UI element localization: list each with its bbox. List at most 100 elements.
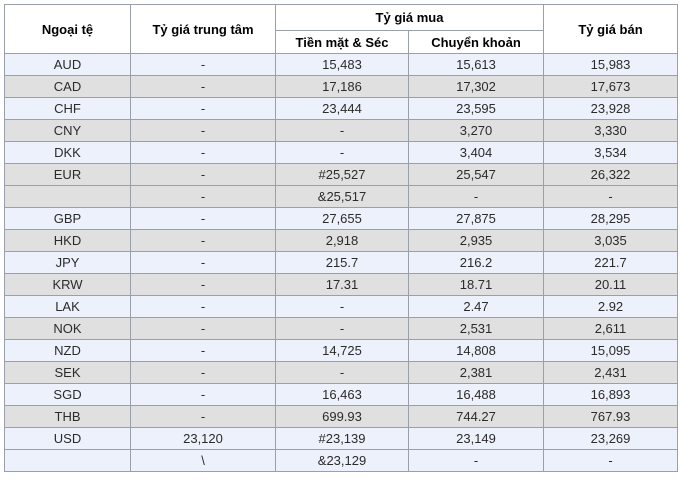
cell-currency: SGD <box>4 383 131 406</box>
cell-buy-cash: 17,186 <box>275 75 409 98</box>
cell-currency: NOK <box>4 317 131 340</box>
table-row: CAD -17,186 17,302 17,673 <box>4 75 679 98</box>
cell-buy-transfer: 744.27 <box>407 405 545 428</box>
cell-sell-rate: 3,330 <box>543 119 679 142</box>
cell-buy-cash: - <box>275 361 409 384</box>
cell-sell-rate: 15,095 <box>543 339 679 362</box>
cell-buy-cash: 15,483 <box>275 53 409 76</box>
table-header: Ngoại tệ Tỷ giá trung tâm Tỷ giá mua Tỷ … <box>4 4 679 54</box>
cell-buy-transfer: 25,547 <box>407 163 545 186</box>
cell-buy-cash: &25,517 <box>275 185 409 208</box>
cell-central-rate: - <box>130 295 276 318</box>
cell-currency <box>4 185 131 208</box>
cell-central-rate: - <box>130 163 276 186</box>
table-row: THB -699.93 744.27 767.93 <box>4 405 679 428</box>
cell-buy-transfer: 14,808 <box>407 339 545 362</box>
cell-buy-transfer: 2,935 <box>407 229 545 252</box>
cell-central-rate: - <box>130 75 276 98</box>
cell-buy-transfer: 27,875 <box>407 207 545 230</box>
cell-buy-transfer: 23,595 <box>407 97 545 120</box>
cell-sell-rate: 3,534 <box>543 141 679 164</box>
cell-central-rate: - <box>130 361 276 384</box>
cell-central-rate: - <box>130 53 276 76</box>
table-row: \ &23,129- - <box>4 449 679 472</box>
cell-central-rate: - <box>130 207 276 230</box>
cell-currency: KRW <box>4 273 131 296</box>
cell-currency: CAD <box>4 75 131 98</box>
cell-central-rate: - <box>130 383 276 406</box>
cell-currency: USD <box>4 427 131 450</box>
cell-buy-cash: - <box>275 119 409 142</box>
cell-sell-rate: 2,611 <box>543 317 679 340</box>
cell-central-rate: - <box>130 273 276 296</box>
cell-sell-rate: - <box>543 185 679 208</box>
table-row: EUR - #25,527 25,547 26,322 <box>4 163 679 186</box>
cell-central-rate: - <box>130 339 276 362</box>
cell-currency: GBP <box>4 207 131 230</box>
cell-central-rate: - <box>130 229 276 252</box>
cell-buy-transfer: 15,613 <box>407 53 545 76</box>
cell-central-rate: - <box>130 119 276 142</box>
cell-sell-rate: 23,928 <box>543 97 679 120</box>
cell-buy-transfer: 2,531 <box>407 317 545 340</box>
cell-sell-rate: 2.92 <box>543 295 679 318</box>
table-row: NZD -14,725 14,808 15,095 <box>4 339 679 362</box>
cell-buy-transfer: 16,488 <box>407 383 545 406</box>
cell-central-rate: - <box>130 405 276 428</box>
table-row: NOK - -2,531 2,611 <box>4 317 679 340</box>
cell-sell-rate: 15,983 <box>543 53 679 76</box>
cell-currency: CHF <box>4 97 131 120</box>
table-row: - &25,517- - <box>4 185 679 208</box>
cell-buy-cash: #25,527 <box>275 163 409 186</box>
cell-sell-rate: 17,673 <box>543 75 679 98</box>
cell-buy-transfer: 23,149 <box>407 427 545 450</box>
table-row: DKK - -3,404 3,534 <box>4 141 679 164</box>
cell-buy-cash: 23,444 <box>275 97 409 120</box>
cell-sell-rate: 26,322 <box>543 163 679 186</box>
table-row: HKD -2,918 2,935 3,035 <box>4 229 679 252</box>
cell-sell-rate: 3,035 <box>543 229 679 252</box>
table-row: SEK - -2,381 2,431 <box>4 361 679 384</box>
cell-currency: LAK <box>4 295 131 318</box>
cell-sell-rate: 20.11 <box>543 273 679 296</box>
cell-sell-rate: - <box>543 449 679 472</box>
cell-buy-cash: - <box>275 317 409 340</box>
cell-sell-rate: 2,431 <box>543 361 679 384</box>
cell-buy-cash: 2,918 <box>275 229 409 252</box>
cell-buy-transfer: 3,404 <box>407 141 545 164</box>
cell-currency: AUD <box>4 53 131 76</box>
cell-buy-cash: 27,655 <box>275 207 409 230</box>
col-header-buy-cash: Tiền mặt & Séc <box>275 30 409 54</box>
col-header-buy-rate-group: Tỷ giá mua <box>274 4 545 31</box>
cell-buy-cash: 215.7 <box>275 251 409 274</box>
col-header-currency: Ngoại tệ <box>4 4 131 54</box>
table-row: JPY -215.7 216.2 221.7 <box>4 251 679 274</box>
cell-buy-cash: 699.93 <box>275 405 409 428</box>
col-header-buy-transfer: Chuyển khoản <box>407 30 545 54</box>
cell-buy-cash: 17.31 <box>275 273 409 296</box>
table-row: AUD -15,483 15,613 15,983 <box>4 53 679 76</box>
cell-currency: SEK <box>4 361 131 384</box>
cell-sell-rate: 23,269 <box>543 427 679 450</box>
col-header-central-rate: Tỷ giá trung tâm <box>130 4 276 54</box>
cell-central-rate: - <box>130 251 276 274</box>
table-row: CNY - -3,270 3,330 <box>4 119 679 142</box>
cell-sell-rate: 16,893 <box>543 383 679 406</box>
cell-sell-rate: 767.93 <box>543 405 679 428</box>
cell-buy-transfer: 2,381 <box>407 361 545 384</box>
table-row: CHF -23,444 23,595 23,928 <box>4 97 679 120</box>
cell-currency: JPY <box>4 251 131 274</box>
cell-central-rate: \ <box>130 449 276 472</box>
cell-buy-cash: - <box>275 295 409 318</box>
cell-buy-cash: 14,725 <box>275 339 409 362</box>
table-row: SGD -16,463 16,488 16,893 <box>4 383 679 406</box>
cell-currency: NZD <box>4 339 131 362</box>
cell-buy-cash: #23,139 <box>275 427 409 450</box>
cell-buy-transfer: 3,270 <box>407 119 545 142</box>
cell-buy-transfer: - <box>407 449 545 472</box>
rate-table-body: AUD -15,483 15,613 15,983 CAD -17,186 17,302 17… <box>4 53 679 472</box>
cell-currency: EUR <box>4 163 131 186</box>
cell-buy-transfer: 18.71 <box>407 273 545 296</box>
cell-central-rate: - <box>130 141 276 164</box>
